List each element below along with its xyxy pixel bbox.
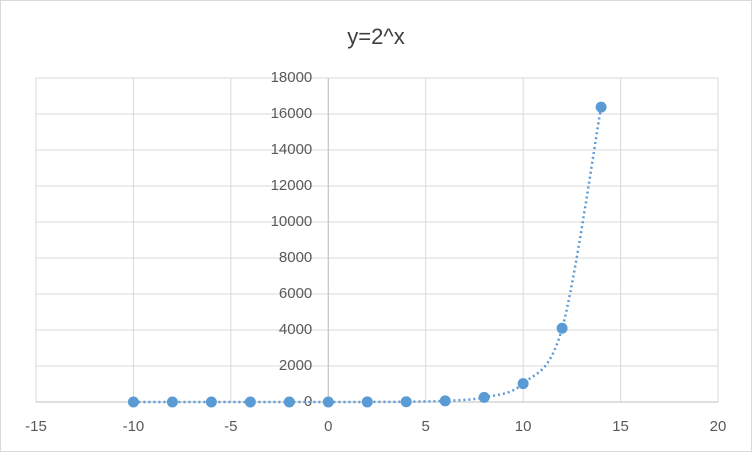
data-point — [439, 395, 451, 407]
y-tick-label: 6000 — [279, 285, 312, 302]
y-tick-label: 14000 — [271, 141, 313, 158]
data-point — [166, 396, 178, 408]
y-tick-label: 18000 — [271, 69, 313, 86]
data-point — [595, 101, 607, 113]
data-point — [127, 396, 139, 408]
x-tick-label: 0 — [324, 418, 332, 435]
data-point — [244, 396, 256, 408]
data-point — [556, 322, 568, 334]
y-tick-label: 4000 — [279, 321, 312, 338]
data-point — [205, 396, 217, 408]
y-tick-label: 2000 — [279, 357, 312, 374]
y-tick-label: 8000 — [279, 249, 312, 266]
trend-line — [133, 106, 603, 404]
y-tick-label: 0 — [304, 393, 312, 410]
y-tick-label: 16000 — [271, 105, 313, 122]
data-point — [400, 396, 412, 408]
x-tick-label: -10 — [123, 418, 145, 435]
data-point — [322, 396, 334, 408]
data-point — [361, 396, 373, 408]
data-point — [283, 396, 295, 408]
x-tick-label: 5 — [422, 418, 430, 435]
x-tick-label: 15 — [612, 418, 629, 435]
y-tick-label: 12000 — [271, 177, 313, 194]
x-tick-label: 20 — [710, 418, 727, 435]
data-point — [517, 378, 529, 390]
x-tick-label: -5 — [224, 418, 237, 435]
x-tick-label: -15 — [25, 418, 47, 435]
data-point — [478, 391, 490, 403]
y-tick-label: 10000 — [271, 213, 313, 230]
chart-title: y=2^x — [347, 24, 404, 49]
x-tick-label: 10 — [515, 418, 532, 435]
